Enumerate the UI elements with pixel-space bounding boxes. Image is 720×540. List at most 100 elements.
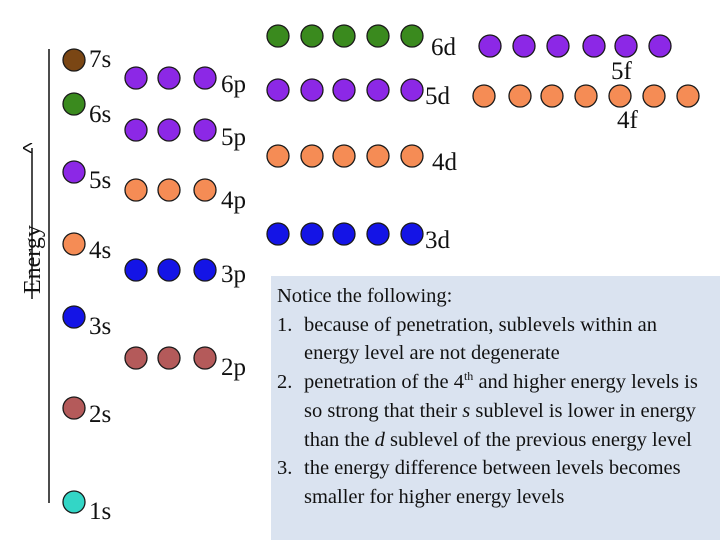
- orbital-1s-1: [62, 490, 86, 514]
- energy-axis: Energy: [20, 49, 50, 503]
- orbital-3d-1: [266, 222, 290, 246]
- sublevel-4s: [62, 232, 86, 256]
- orbital-3p-2: [157, 258, 181, 282]
- orbital-6d-3: [332, 24, 356, 48]
- orbital-6d-5: [400, 24, 424, 48]
- sublevel-5d: [266, 78, 424, 102]
- orbital-6s-1: [62, 92, 86, 116]
- label-6d: 6d: [431, 34, 457, 61]
- label-2s: 2s: [89, 401, 111, 428]
- orbital-4f-7: [676, 84, 700, 108]
- orbital-6p-2: [157, 66, 181, 90]
- note-number-3: 3.: [277, 457, 293, 480]
- label-5d: 5d: [425, 83, 451, 110]
- sublevel-2s: [62, 396, 86, 420]
- label-4f: 4f: [617, 107, 639, 134]
- orbital-3p-1: [124, 258, 148, 282]
- orbital-5d-4: [366, 78, 390, 102]
- note-number-1: 1.: [277, 313, 293, 336]
- orbital-5p-3: [193, 118, 217, 142]
- orbital-4d-3: [332, 144, 356, 168]
- notes-box: Notice the following: 1. because of pene…: [271, 276, 720, 540]
- note-item-2: 2. penetration of the 4th and higher ene…: [277, 368, 706, 454]
- note-italic-d: d: [374, 428, 385, 451]
- sublevel-5s: [62, 160, 86, 184]
- orbital-5s-1: [62, 160, 86, 184]
- orbital-groups: [62, 24, 700, 514]
- orbital-5f-4: [582, 34, 606, 58]
- orbital-5d-3: [332, 78, 356, 102]
- orbital-4d-5: [400, 144, 424, 168]
- orbital-4p-3: [193, 178, 217, 202]
- label-5f: 5f: [611, 58, 633, 85]
- sublevel-4p: [124, 178, 217, 202]
- sublevel-7s: [62, 48, 86, 72]
- label-3s: 3s: [89, 313, 111, 340]
- orbital-3d-3: [332, 222, 356, 246]
- orbital-5f-5: [614, 34, 638, 58]
- sublevel-5p: [124, 118, 217, 142]
- orbital-3d-5: [400, 222, 424, 246]
- sublevel-4d: [266, 144, 424, 168]
- sublevel-1s: [62, 490, 86, 514]
- orbital-5f-3: [546, 34, 570, 58]
- label-7s: 7s: [89, 46, 111, 73]
- orbital-3d-2: [300, 222, 324, 246]
- orbital-4f-6: [642, 84, 666, 108]
- note-text-2a: penetration of the 4: [304, 371, 464, 394]
- label-6s: 6s: [89, 101, 111, 128]
- energy-axis-label: Energy: [20, 225, 46, 294]
- sublevel-6d: [266, 24, 424, 48]
- note-number-2: 2.: [277, 371, 293, 394]
- note-text-3: the energy difference between levels bec…: [304, 457, 681, 508]
- orbital-5d-5: [400, 78, 424, 102]
- sublevel-4f: [472, 84, 700, 108]
- sublevel-3s: [62, 305, 86, 329]
- note-text-2d: sublevel of the previous energy level: [384, 428, 692, 451]
- note-italic-s: s: [462, 399, 471, 422]
- orbital-4s-1: [62, 232, 86, 256]
- orbital-4d-2: [300, 144, 324, 168]
- note-superscript: th: [463, 369, 474, 384]
- note-item-3: 3. the energy difference between levels …: [277, 454, 706, 511]
- orbital-2p-1: [124, 346, 148, 370]
- note-text-2b: and higher energy levels is so strong th…: [304, 371, 698, 422]
- orbital-6d-1: [266, 24, 290, 48]
- label-5s: 5s: [89, 167, 111, 194]
- sublevel-6p: [124, 66, 217, 90]
- orbital-3s-1: [62, 305, 86, 329]
- orbital-3p-3: [193, 258, 217, 282]
- orbital-5f-6: [648, 34, 672, 58]
- orbital-4d-1: [266, 144, 290, 168]
- sublevel-labels: 1s 2s 2p 3s 3p 3d 4s 4p 4d 4f 5s 5p 5d 5f 6s 6p 6d 7s: [89, 34, 639, 525]
- orbital-5p-1: [124, 118, 148, 142]
- sublevel-3p: [124, 258, 217, 282]
- label-4d: 4d: [432, 149, 458, 176]
- orbital-4f-5: [608, 84, 632, 108]
- label-4s: 4s: [89, 237, 111, 264]
- orbital-4p-1: [124, 178, 148, 202]
- orbital-5f-2: [512, 34, 536, 58]
- note-text-1: because of penetration, sublevels within…: [304, 313, 657, 365]
- orbital-4f-3: [540, 84, 564, 108]
- orbital-6p-1: [124, 66, 148, 90]
- orbital-5p-2: [157, 118, 181, 142]
- orbital-5d-2: [300, 78, 324, 102]
- orbital-4p-2: [157, 178, 181, 202]
- orbital-4f-2: [508, 84, 532, 108]
- orbital-4d-4: [366, 144, 390, 168]
- sublevel-2p: [124, 346, 217, 370]
- orbital-6d-4: [366, 24, 390, 48]
- note-text-2c: sublevel is lower in energy than the: [304, 399, 696, 451]
- orbital-4f-4: [574, 84, 598, 108]
- sublevel-5f: [478, 34, 672, 58]
- sublevel-3d: [266, 222, 424, 246]
- orbital-2p-2: [157, 346, 181, 370]
- orbital-2p-3: [193, 346, 217, 370]
- notes-list: 1. because of penetration, sublevels wit…: [277, 311, 706, 512]
- note-item-1: 1. because of penetration, sublevels wit…: [277, 311, 706, 368]
- label-2p: 2p: [221, 354, 246, 381]
- orbital-3d-4: [366, 222, 390, 246]
- label-3d: 3d: [425, 227, 451, 254]
